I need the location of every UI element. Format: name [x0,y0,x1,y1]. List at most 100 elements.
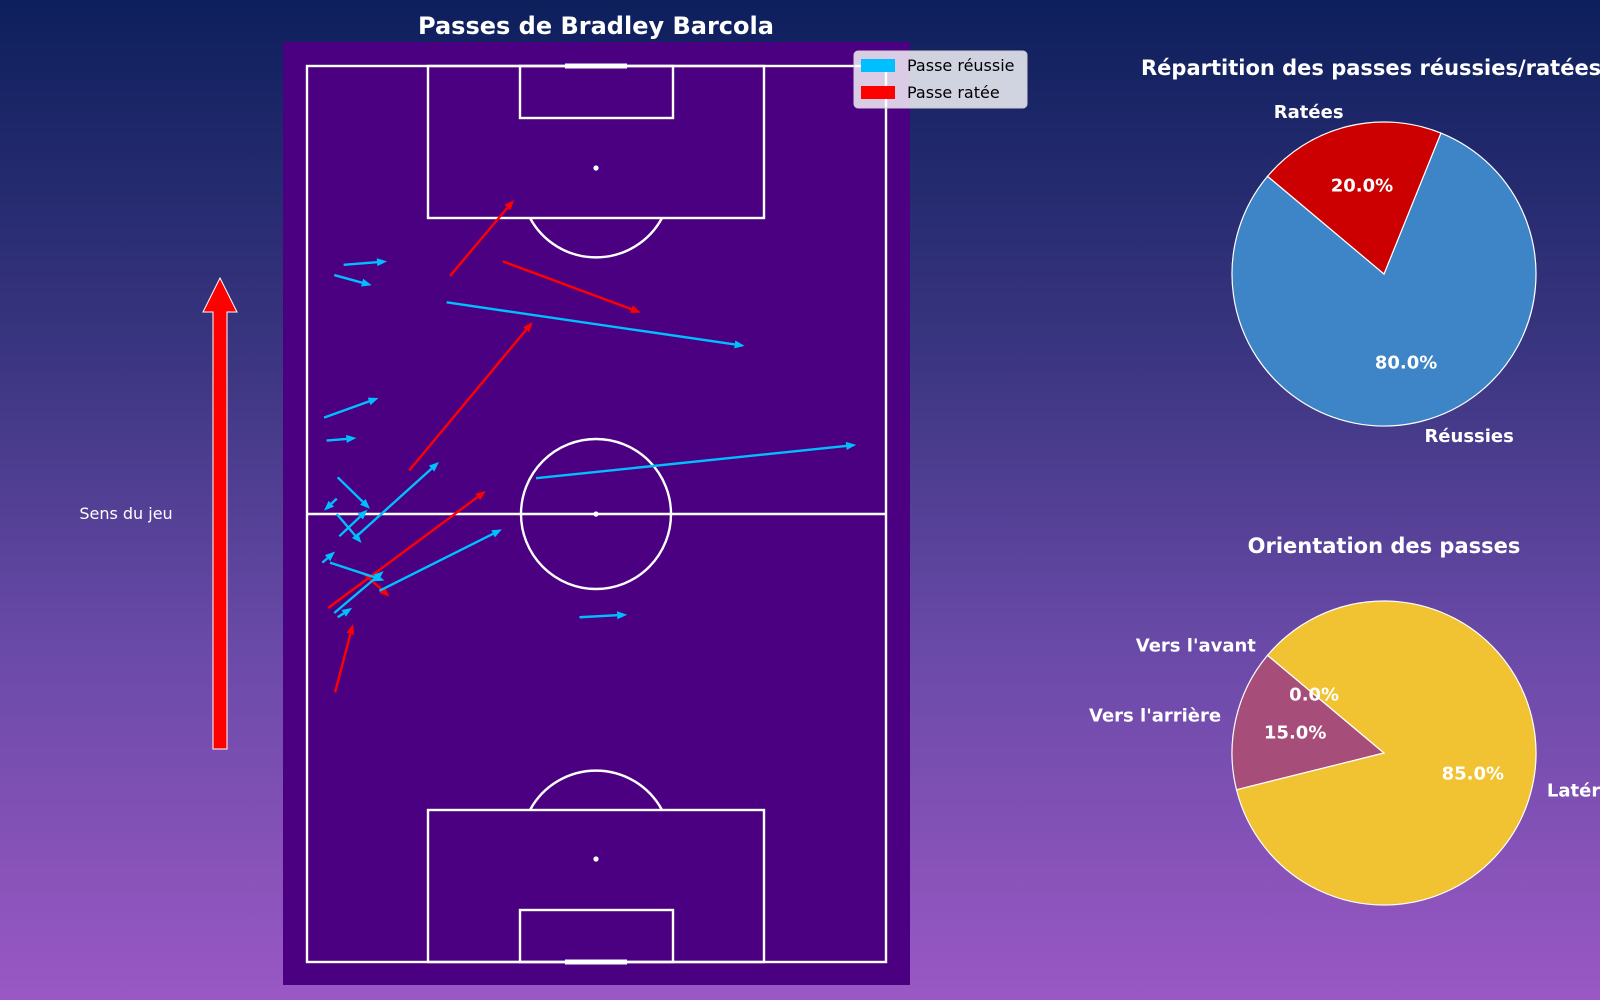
pass-arrowhead [346,434,357,443]
pass-line [333,273,363,284]
pass-arrow [343,258,388,267]
pass-line [329,561,376,579]
pie-slice [1231,132,1537,427]
bottom-penalty-spot [593,856,599,862]
pass-arrowhead [341,607,353,617]
pass-arrowhead [373,571,384,581]
pass-arrowhead [504,199,514,211]
pass-arrowhead [734,340,745,349]
pass-arrowhead [346,624,355,635]
orientation-pie-panel: Orientation des passes 0.0% Vers l'avant 1… [1089,534,1600,906]
success-pie: 80.0% Réussies 20.0% Ratées [1231,102,1537,447]
passes-layer [321,199,857,693]
pass-arrow [502,260,641,313]
pass-arrowhead [360,499,371,509]
pass-line [449,206,509,277]
pass-arrow [335,513,362,544]
pass-arrowhead [379,587,390,597]
pass-line [330,497,338,505]
success-pie-panel: Répartition des passes réussies/ratées 8… [1141,56,1600,447]
bottom-penalty-arc [528,769,664,811]
pass-arrowhead [845,441,857,450]
pass-arrow [378,529,502,592]
pass-line [327,495,479,609]
orientation-pie-title: Orientation des passes [1248,534,1521,558]
pie-slice [1266,121,1442,275]
orientation-pie: 0.0% Vers l'avant 15.0% Vers l'arrière 85.0%… [1089,600,1600,906]
pass-line [321,557,329,564]
legend-swatch-fail [861,86,895,99]
pass-arrowhead [351,532,362,544]
legend-box [853,50,1028,109]
pass-arrow [337,607,353,619]
pass-arrowhead [428,461,439,472]
pass-arrow [446,301,745,349]
pass-arrowhead [630,305,641,313]
legend: Passe réussie Passe ratée [853,50,1028,109]
pass-arrowhead [324,551,336,562]
pass-arrow [408,322,533,472]
pass-line [333,576,377,614]
pass-arrow [579,611,628,620]
pass-arrow [333,273,372,287]
slice-percent-label: 80.0% [1375,352,1437,373]
pass-arrow [353,461,439,540]
pass-arrowhead [523,322,533,333]
direction-arrow [202,276,238,750]
pass-line [333,633,352,693]
legend-label-fail: Passe ratée [907,83,1000,102]
pass-line [535,444,847,480]
pass-arrow [323,397,379,419]
pass-line [343,261,378,267]
pass-arrowhead [475,490,486,501]
legend-swatch-success [861,59,895,72]
pass-line [378,532,494,592]
pass-arrowhead [367,397,379,406]
pass-line [337,612,345,619]
slice-percent-label: 20.0% [1331,176,1393,197]
pass-arrow [321,551,336,564]
pass-arrowhead [376,258,388,267]
pass-arrow [327,490,486,609]
slice-percent-label: 15.0% [1264,722,1326,743]
top-penalty-spot [593,165,599,171]
pass-arrow [535,441,857,480]
slice-category-label: Ratées [1274,102,1344,123]
pass-arrow [333,624,355,693]
pass-arrow [449,199,514,277]
pass-arrowhead [361,278,372,287]
pass-line [446,301,735,346]
pass-line [353,467,433,540]
slice-percent-label: 0.0% [1289,684,1339,705]
pass-arrow [338,509,368,538]
pass-map-title: Passes de Bradley Barcola [418,12,774,40]
pass-line [335,513,356,537]
pass-line [502,260,632,311]
direction-of-play: Sens du jeu [79,276,238,750]
pass-line [323,400,370,419]
pass-line [326,437,347,442]
slice-category-label: Latérales [1547,781,1600,802]
pass-line [336,476,364,503]
pass-map-panel: Passes de Bradley Barcola Passe réussie … [79,12,1028,985]
legend-label-success: Passe réussie [907,56,1015,75]
pass-arrowhead [491,529,502,538]
slice-category-label: Vers l'arrière [1089,705,1221,726]
top-penalty-arc [528,217,664,259]
slice-percent-label: 85.0% [1442,764,1504,785]
slice-category-label: Réussies [1424,426,1513,447]
pass-line [408,328,528,472]
pass-arrow [326,434,357,443]
centre-circle [519,437,673,591]
pass-arrowhead [324,500,335,511]
pass-arrow [333,571,384,614]
pie-slice [1235,600,1537,906]
pass-arrow [324,497,338,511]
slice-category-label: Vers l'avant [1136,636,1257,657]
direction-label: Sens du jeu [79,504,172,523]
pass-arrowhead [616,611,628,620]
pie-slice [1231,654,1386,791]
pass-arrowhead [357,509,368,520]
pass-line [579,614,618,619]
